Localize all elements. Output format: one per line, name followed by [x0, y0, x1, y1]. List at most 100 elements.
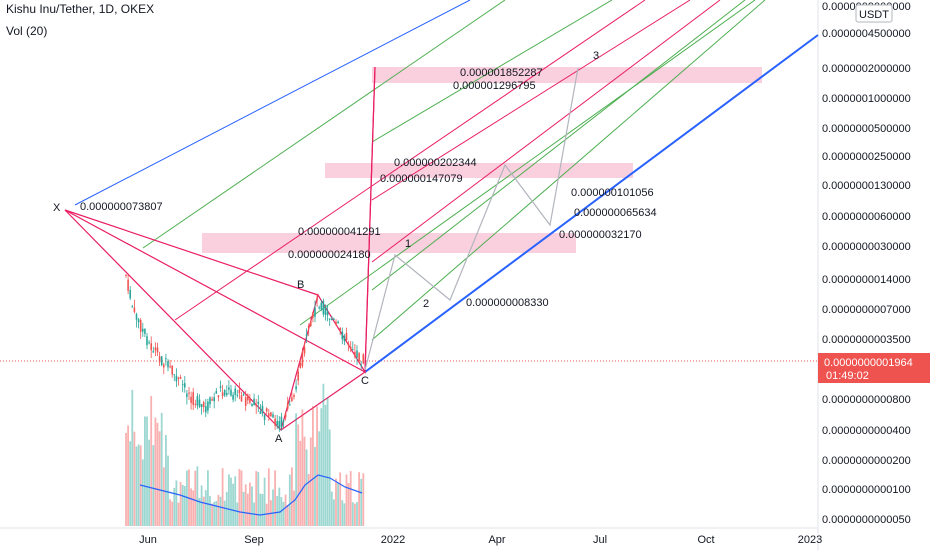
candle-body: [265, 408, 268, 412]
volume-bar: [288, 474, 291, 526]
annotation-value: 0.000000032170: [559, 229, 642, 241]
volume-bar: [192, 490, 195, 526]
harmonic-pattern: [64, 66, 376, 432]
volume-bar: [158, 431, 161, 526]
candle-body: [129, 290, 131, 299]
volume-bar: [190, 488, 192, 526]
volume-bar: [127, 425, 129, 526]
point-label-x: X: [53, 202, 61, 214]
candle-body: [200, 404, 203, 407]
candle-body: [173, 374, 176, 376]
price-tick-label: 0.0000000000200: [822, 455, 911, 467]
pitchfork-lower-blue: [364, 34, 819, 373]
volume-bar: [265, 503, 268, 526]
candle-body: [236, 394, 239, 396]
candle-body: [354, 351, 356, 357]
volume-bar: [326, 397, 329, 526]
volume-bar: [215, 500, 218, 526]
target-zone-1: [202, 233, 576, 253]
volume-bar: [183, 486, 186, 526]
candle-body: [289, 404, 291, 406]
volume-bar: [276, 495, 279, 526]
time-axis[interactable]: Jun Sep 2022 Apr Jul Oct 2023: [139, 534, 822, 546]
candle-body: [146, 336, 148, 346]
volume-bar: [309, 437, 312, 526]
volume-bar: [257, 472, 260, 526]
candle-body: [232, 394, 234, 400]
time-tick-label: Oct: [697, 534, 714, 546]
volume-bar: [196, 466, 199, 526]
candle-body: [276, 420, 278, 426]
candle-body: [278, 421, 281, 429]
volume-indicator-label[interactable]: Vol (20): [6, 24, 48, 38]
price-tick-label: 0.0000000014000: [822, 274, 911, 286]
volume-bar: [181, 484, 184, 526]
point-label-c: C: [361, 375, 369, 387]
volume-bar: [312, 406, 314, 526]
candle-body: [335, 321, 337, 325]
candle-body: [352, 349, 354, 351]
volume-bar: [217, 494, 220, 526]
volume-bar: [322, 383, 325, 526]
time-tick-label: Jul: [593, 534, 607, 546]
volume-bar: [177, 502, 180, 526]
price-tick-label: 0.0000000000800: [822, 394, 911, 406]
price-tick-label: 0.0000000000400: [822, 425, 911, 437]
volume-bar: [131, 389, 134, 526]
volume-bar: [213, 501, 216, 526]
price-tick-label: 0.0000000030000: [822, 241, 911, 253]
candle-body: [234, 388, 236, 395]
volume-bar: [137, 444, 140, 526]
volume-bar: [135, 446, 138, 526]
candle-body: [356, 350, 358, 358]
candle-body: [156, 347, 159, 353]
candle-body: [255, 404, 257, 407]
volume-bar: [351, 502, 354, 526]
volume-bar: [238, 469, 241, 526]
candle-body: [259, 411, 262, 414]
volume-bar: [228, 474, 230, 526]
volume-bar: [267, 468, 270, 526]
candle-body: [209, 397, 211, 405]
candle-body: [171, 365, 173, 375]
volume-bar: [186, 470, 188, 526]
candle-body: [297, 371, 299, 381]
volume-bar: [354, 503, 356, 526]
price-tick-label: 0.0000000007000: [822, 304, 911, 316]
volume-bar: [259, 493, 262, 526]
candle-body: [280, 416, 283, 428]
currency-badge[interactable]: [855, 4, 893, 23]
volume-bar: [291, 467, 293, 526]
volume-bar: [194, 470, 197, 526]
volume-bar: [305, 449, 308, 526]
volume-bar: [211, 503, 213, 526]
volume-bar: [204, 490, 207, 526]
price-axis[interactable]: 0.00000090000000.00000045000000.00000020…: [822, 1, 911, 526]
wave-label-1: 1: [405, 238, 411, 250]
time-tick-label: Jun: [139, 534, 157, 546]
price-candles: [125, 273, 365, 432]
volume-bar: [333, 499, 335, 526]
time-tick-label: Apr: [488, 534, 505, 546]
symbol-title[interactable]: Kishu Inu/Tether, 1D, OKEX: [6, 2, 155, 16]
price-tick-label: 0.0000000060000: [822, 211, 911, 223]
price-tick-label: 0.0000004500000: [822, 28, 911, 40]
volume-bar: [146, 416, 148, 526]
volume-bar: [150, 395, 153, 526]
candle-body: [268, 413, 270, 417]
candle-body: [347, 343, 350, 346]
candle-body: [198, 399, 201, 407]
candle-body: [160, 356, 163, 366]
volume-bars: [125, 383, 365, 526]
price-tick-label: 0.0000000000100: [822, 484, 911, 496]
candle-body: [305, 334, 308, 336]
volume-bar: [175, 480, 178, 526]
current-price-badge: [818, 353, 930, 383]
volume-bar: [339, 472, 342, 526]
volume-bar: [167, 455, 169, 526]
volume-bar: [282, 501, 285, 526]
volume-bar: [301, 409, 304, 526]
volume-bar: [209, 495, 211, 526]
candle-body: [219, 386, 222, 388]
